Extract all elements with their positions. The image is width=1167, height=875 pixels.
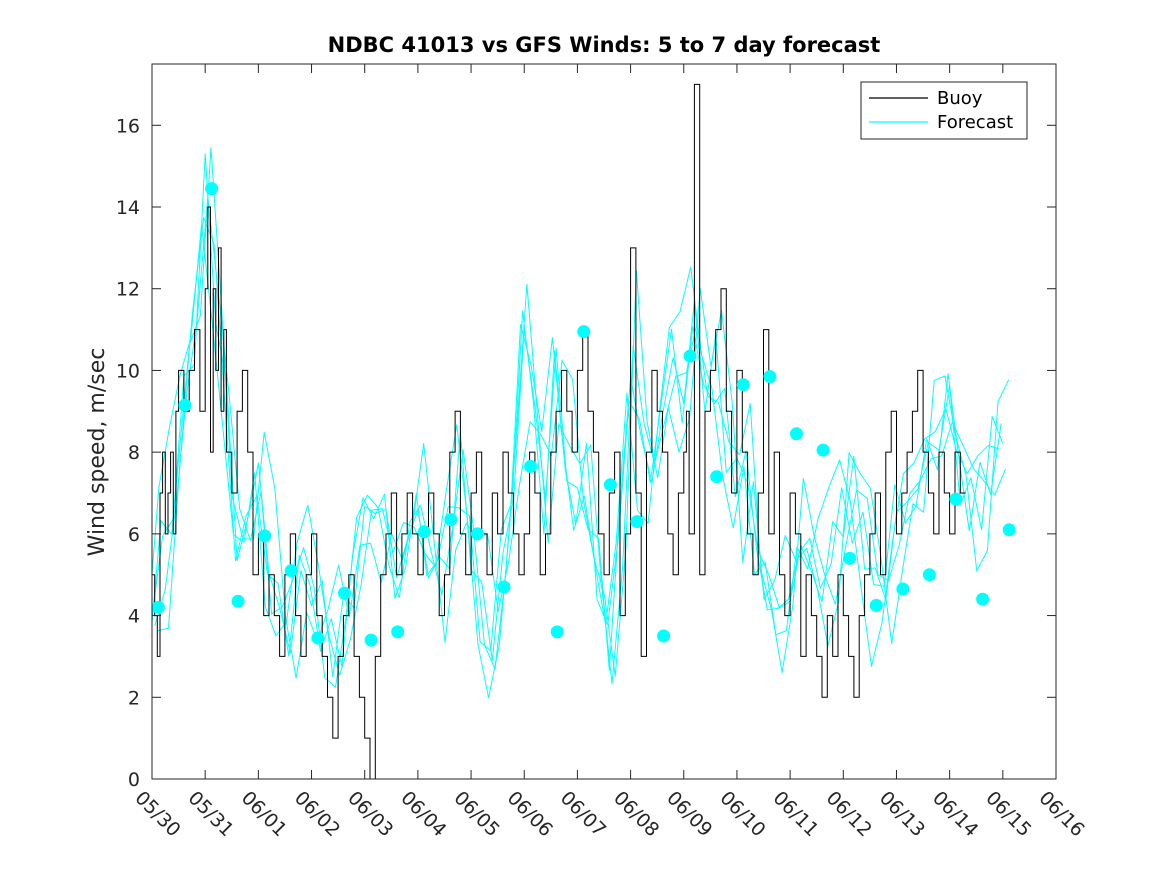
forecast-marker	[364, 633, 378, 647]
forecast-marker	[338, 586, 351, 600]
forecast-marker	[710, 470, 724, 484]
y-tick-label: 6	[128, 524, 140, 546]
forecast-marker	[790, 427, 803, 441]
forecast-line	[151, 224, 1000, 699]
forecast-marker	[151, 600, 165, 614]
forecast-marker	[922, 568, 936, 582]
y-tick-label: 10	[116, 360, 140, 382]
y-tick-label: 12	[116, 279, 140, 301]
y-tick-label: 4	[128, 606, 140, 628]
forecast-marker	[231, 594, 245, 608]
y-axis-label: Wind speed, m/sec	[85, 348, 110, 557]
chart-title: NDBC 41013 vs GFS Winds: 5 to 7 day fore…	[328, 33, 881, 57]
forecast-marker	[284, 564, 298, 578]
forecast-marker	[550, 625, 564, 639]
forecast-marker	[178, 398, 192, 412]
forecast-marker	[896, 582, 910, 596]
legend-buoy-label: Buoy	[937, 88, 983, 109]
y-tick-label: 2	[128, 687, 140, 709]
forecast-marker	[603, 478, 617, 492]
forecast-marker	[497, 580, 511, 594]
forecast-marker	[843, 551, 857, 565]
forecast-marker	[816, 443, 830, 457]
forecast-line	[151, 153, 1004, 678]
plot-area	[151, 83, 1016, 780]
forecast-marker	[736, 378, 750, 392]
forecast-marker	[524, 459, 538, 473]
y-tick-label: 14	[116, 197, 140, 219]
forecast-marker	[577, 325, 591, 339]
forecast-marker	[470, 527, 484, 541]
plot-frame	[151, 63, 1057, 780]
forecast-marker	[1002, 523, 1016, 537]
legend-box	[860, 81, 1028, 140]
forecast-marker	[444, 513, 458, 527]
y-tick-label: 16	[116, 115, 140, 137]
forecast-line	[157, 147, 1010, 679]
forecast-marker	[763, 370, 777, 384]
y-tick-label: 0	[128, 769, 140, 791]
y-tick-label: 8	[128, 442, 140, 464]
forecast-marker	[683, 349, 697, 363]
forecast-marker	[391, 625, 405, 639]
forecast-marker	[417, 525, 431, 539]
forecast-marker	[258, 529, 272, 543]
buoy-line	[152, 83, 966, 780]
forecast-line	[151, 217, 1002, 667]
legend: Buoy Forecast	[860, 81, 1028, 140]
legend-forecast-label: Forecast	[937, 112, 1013, 133]
forecast-marker	[311, 631, 325, 645]
forecast-marker	[657, 629, 671, 643]
forecast-marker	[869, 598, 883, 612]
forecast-marker	[205, 182, 219, 196]
forecast-marker	[949, 492, 963, 506]
forecast-marker	[630, 515, 644, 529]
forecast-marker	[976, 592, 990, 606]
